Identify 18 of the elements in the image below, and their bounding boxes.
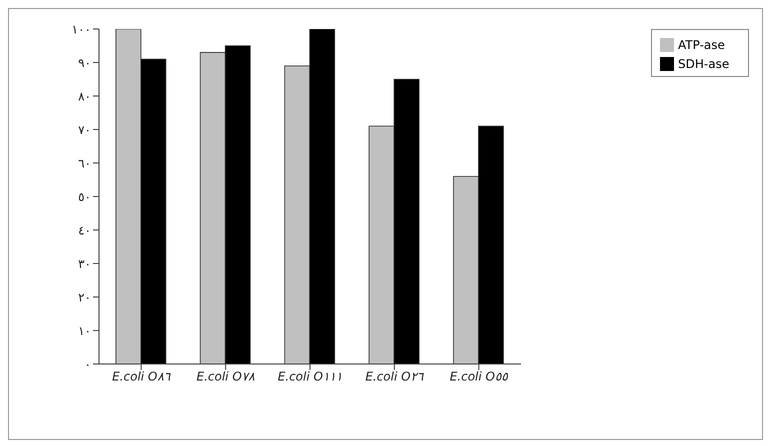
y-tick-label: ١٠٠ [72, 22, 91, 36]
y-tick-label: ٨٠ [78, 89, 91, 104]
y-tick-label: ٢٠ [78, 290, 91, 304]
x-tick-label: E.coli O١١١ [278, 370, 342, 384]
y-tick-label: ١٠ [78, 324, 91, 338]
x-tick-label: E.coli O٥٥ [450, 370, 508, 384]
y-tick-label: ٦٠ [78, 156, 91, 170]
y-tick-label: ٠ [84, 357, 91, 372]
x-tick-label: E.coli O٧٨ [196, 370, 256, 384]
y-tick-label: ٥٠ [78, 190, 91, 204]
y-tick-label: ٧٠ [78, 122, 91, 137]
legend-label: ATP-ase [678, 38, 725, 52]
y-tick-label: ٣٠ [78, 256, 91, 271]
x-tick-label: E.coli O٢٦ [365, 370, 424, 384]
legend-label: SDH-ase [678, 57, 730, 71]
y-tick-label: ٤٠ [78, 223, 91, 238]
y-tick-label: ٩٠ [78, 56, 91, 70]
x-tick-label: E.coli O٨٦ [112, 370, 171, 384]
